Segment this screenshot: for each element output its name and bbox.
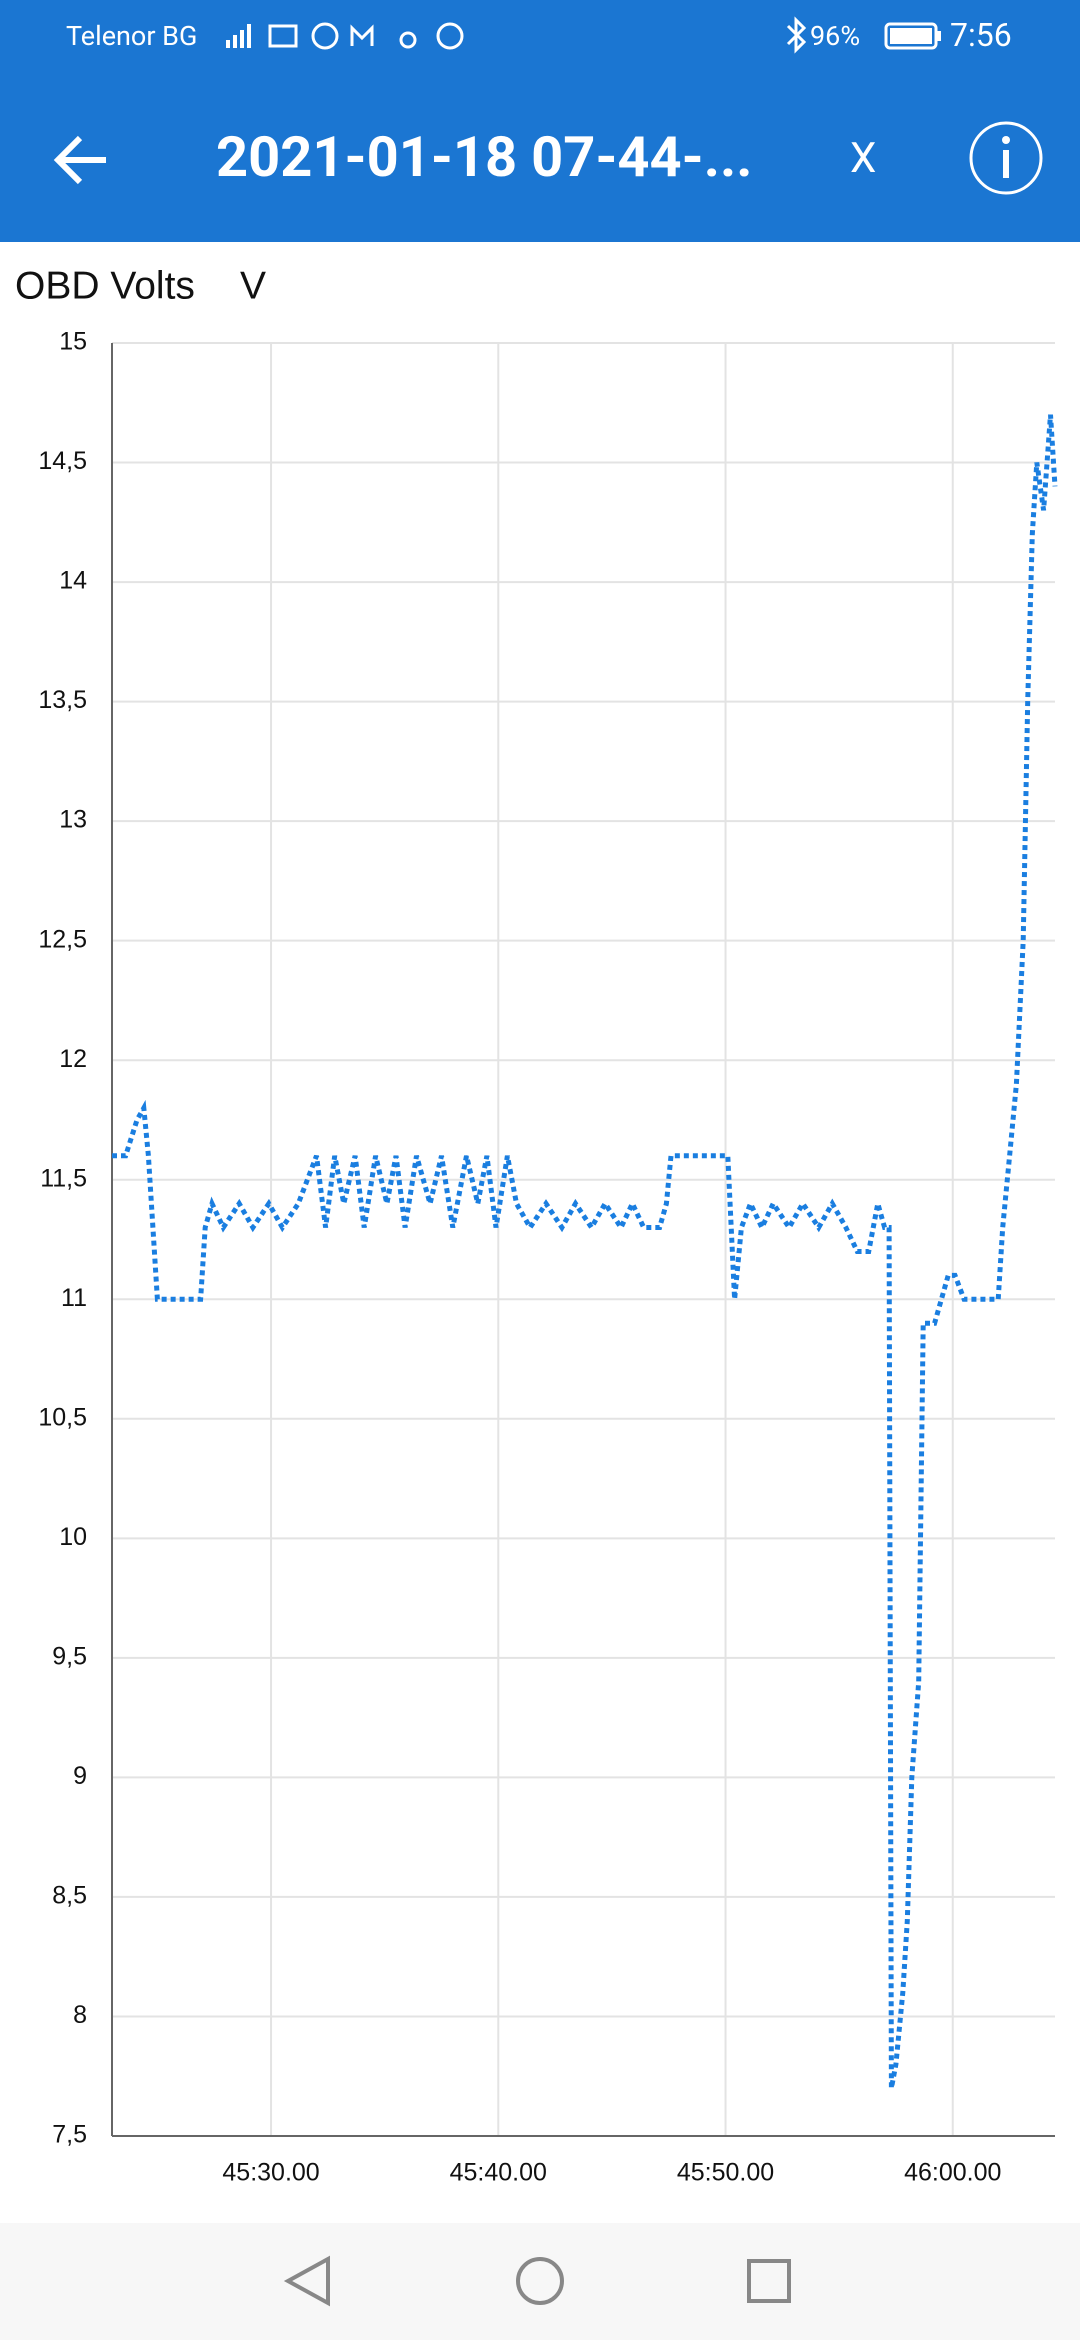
chart-title: OBD Volts — [15, 264, 195, 307]
y-tick-label: 8 — [73, 2001, 87, 2029]
x-tick-label: 45:40.00 — [450, 2159, 547, 2187]
clock: 7:56 — [950, 16, 1012, 54]
y-tick-label: 12 — [59, 1045, 87, 1073]
battery-level: 96% — [810, 20, 861, 52]
y-tick-label: 10 — [59, 1523, 87, 1551]
battery-icon — [884, 22, 941, 50]
nav-back[interactable] — [283, 2255, 330, 2307]
carrier: Telenor BG — [66, 20, 198, 52]
y-tick-label: 15 — [59, 328, 87, 356]
app-title: 2021-01-18 07-44-... — [216, 124, 753, 190]
data-line — [112, 414, 1058, 2089]
y-tick-label: 11,5 — [40, 1164, 87, 1192]
y-tick-label: 14,5 — [38, 447, 87, 475]
unit-label: V — [240, 264, 266, 307]
x-tick-label: 45:50.00 — [677, 2159, 774, 2187]
y-tick-label: 9 — [73, 1762, 87, 1790]
close-button[interactable]: X — [850, 134, 877, 183]
x-tick-label: 45:30.00 — [222, 2159, 319, 2187]
nav-recents[interactable] — [747, 2259, 791, 2303]
app-header: Telenor BG 96% 7:56 2021-01-18 07-44-...… — [0, 0, 1080, 242]
y-tick-label: 13 — [59, 806, 87, 834]
navigation-bar — [0, 2223, 1080, 2340]
bluetooth-icon — [786, 16, 807, 54]
chart: OBD Volts V 7,5 8 8,5 9 9,5 10 10,5 11 11,5 12 12,… — [15, 264, 1058, 2187]
y-tick-label: 7,5 — [52, 2121, 87, 2149]
y-tick-label: 8,5 — [52, 1882, 87, 1910]
nav-buttons — [283, 2255, 791, 2307]
status-icons — [226, 22, 464, 50]
y-tick-label: 9,5 — [52, 1642, 87, 1670]
y-tick-label: 11 — [61, 1284, 87, 1312]
y-tick-label: 13,5 — [38, 686, 87, 714]
back-button[interactable] — [50, 130, 114, 190]
y-tick-label: 12,5 — [38, 925, 87, 953]
nav-home[interactable] — [516, 2257, 564, 2305]
info-button[interactable] — [966, 118, 1046, 198]
x-tick-label: 46:00.00 — [904, 2159, 1001, 2187]
y-tick-label: 10,5 — [38, 1403, 87, 1431]
y-tick-label: 14 — [59, 567, 87, 595]
